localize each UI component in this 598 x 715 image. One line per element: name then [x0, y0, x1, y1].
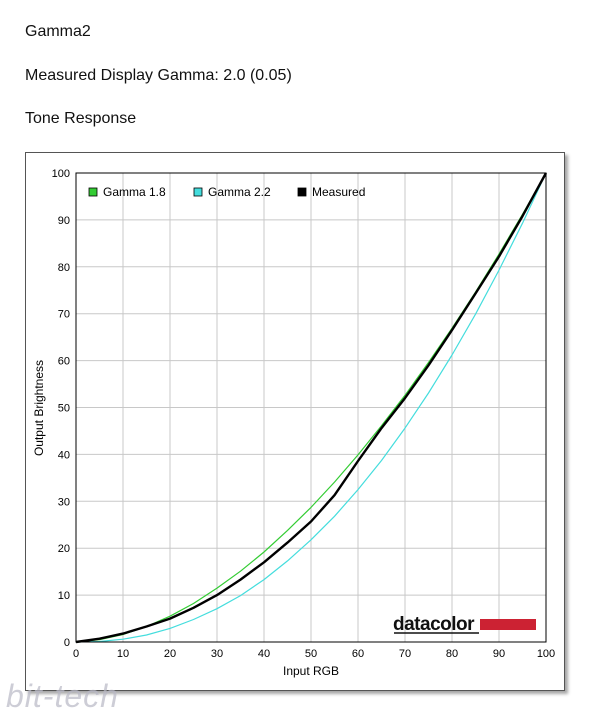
- x-tick-labels: 0 10 20 30 40 50 60 70 80 90 100: [73, 648, 555, 660]
- legend: Gamma 1.8 Gamma 2.2 Measured: [88, 185, 365, 199]
- x-tick-label: 40: [258, 648, 270, 660]
- legend-label: Gamma 1.8: [103, 185, 166, 199]
- x-tick-label: 80: [446, 648, 458, 660]
- legend-swatch: [297, 187, 307, 197]
- legend-label: Measured: [312, 185, 365, 199]
- legend-swatch: [193, 187, 203, 197]
- series-lines: [75, 172, 548, 644]
- series-line-gamma-2-2: [75, 172, 547, 643]
- tone-response-chart: 0 10 20 30 40 50 60 70 80 90 100 0 10 20 30 40 50 60 70 80…: [32, 168, 555, 678]
- measured-gamma-text: Measured Display Gamma: 2.0 (0.05): [25, 67, 292, 84]
- x-tick-label: 20: [164, 648, 176, 660]
- y-tick-label: 40: [58, 449, 70, 461]
- x-tick-label: 90: [493, 648, 505, 660]
- x-axis-label: Input RGB: [283, 664, 339, 678]
- legend-label: Gamma 2.2: [208, 185, 271, 199]
- watermark-logo: bit-tech: [6, 678, 119, 714]
- y-axis-label: Output Brightness: [32, 360, 46, 456]
- datacolor-logo: datacolor: [393, 614, 536, 635]
- section-title: Tone Response: [25, 110, 137, 127]
- y-tick-label: 50: [58, 403, 70, 415]
- x-tick-label: 50: [305, 648, 317, 660]
- datacolor-logo-bar: [480, 619, 536, 630]
- y-tick-label: 10: [58, 590, 70, 602]
- y-tick-label: 0: [64, 637, 70, 649]
- x-tick-label: 60: [352, 648, 364, 660]
- x-tick-label: 0: [73, 648, 79, 660]
- plot-frame: [75, 172, 547, 643]
- chart-container: 0 10 20 30 40 50 60 70 80 90 100 0 10 20 30 40 50 60 70 80…: [25, 152, 565, 691]
- datacolor-logo-text: datacolor: [393, 614, 475, 635]
- y-tick-label: 60: [58, 356, 70, 368]
- y-tick-label: 80: [58, 262, 70, 274]
- x-tick-label: 10: [117, 648, 129, 660]
- x-tick-label: 70: [399, 648, 411, 660]
- y-tick-labels: 0 10 20 30 40 50 60 70 80 90 100: [52, 168, 70, 649]
- x-tick-label: 30: [211, 648, 223, 660]
- y-tick-label: 70: [58, 309, 70, 321]
- y-tick-label: 90: [58, 215, 70, 227]
- grid-lines: [75, 172, 547, 643]
- y-tick-label: 100: [52, 168, 70, 180]
- series-line-measured: [75, 172, 548, 644]
- x-tick-label: 100: [537, 648, 555, 660]
- y-tick-label: 20: [58, 543, 70, 555]
- page-title: Gamma2: [25, 23, 91, 40]
- legend-swatch: [88, 187, 98, 197]
- y-tick-label: 30: [58, 496, 70, 508]
